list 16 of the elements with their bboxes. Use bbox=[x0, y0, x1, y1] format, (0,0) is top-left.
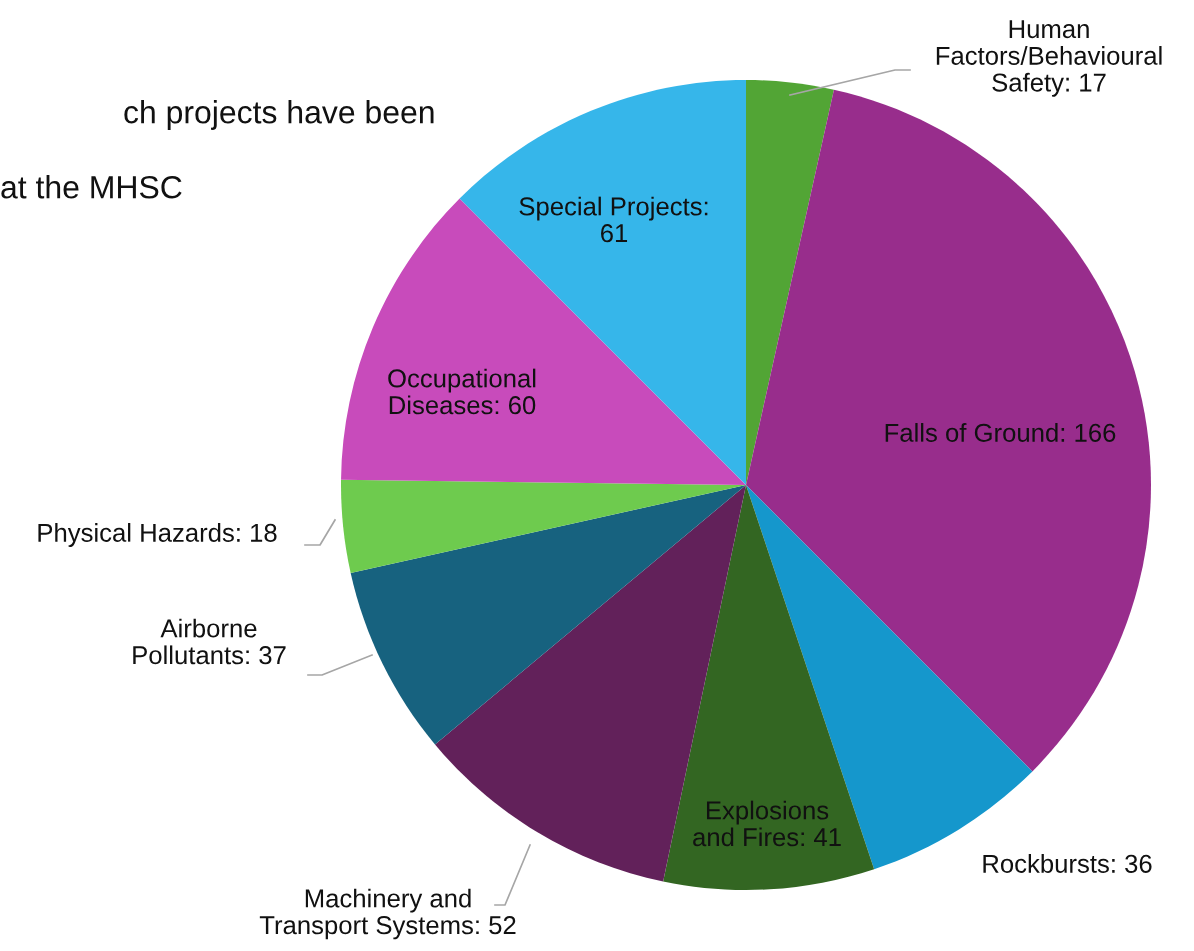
slice-label: Physical Hazards: 18 bbox=[38, 523, 277, 547]
slice-label: Explosions and Fires: 41 bbox=[693, 800, 841, 847]
pie-slice bbox=[350, 485, 746, 745]
slice-label: Airborne Pollutants: 37 bbox=[133, 618, 286, 665]
slice-label: Human Factors/Behavioural Safety: 17 bbox=[936, 20, 1162, 97]
text: ch projects have been bbox=[124, 100, 434, 130]
slice-label: Falls of Ground: 166 bbox=[885, 423, 1116, 442]
slice-label: Machinery and Transport Systems: 52 bbox=[259, 888, 516, 940]
text: at the MHSC bbox=[1, 175, 182, 199]
pie-slice bbox=[663, 485, 875, 890]
pie-slice bbox=[746, 80, 834, 485]
slice-label: Rockbursts: 36 bbox=[983, 854, 1152, 873]
slice-label: Special Projects: 61 bbox=[519, 196, 708, 243]
pie-slice bbox=[341, 479, 746, 573]
pie-slice bbox=[341, 198, 746, 485]
slice-label: Occupational Diseases: 60 bbox=[388, 368, 536, 415]
